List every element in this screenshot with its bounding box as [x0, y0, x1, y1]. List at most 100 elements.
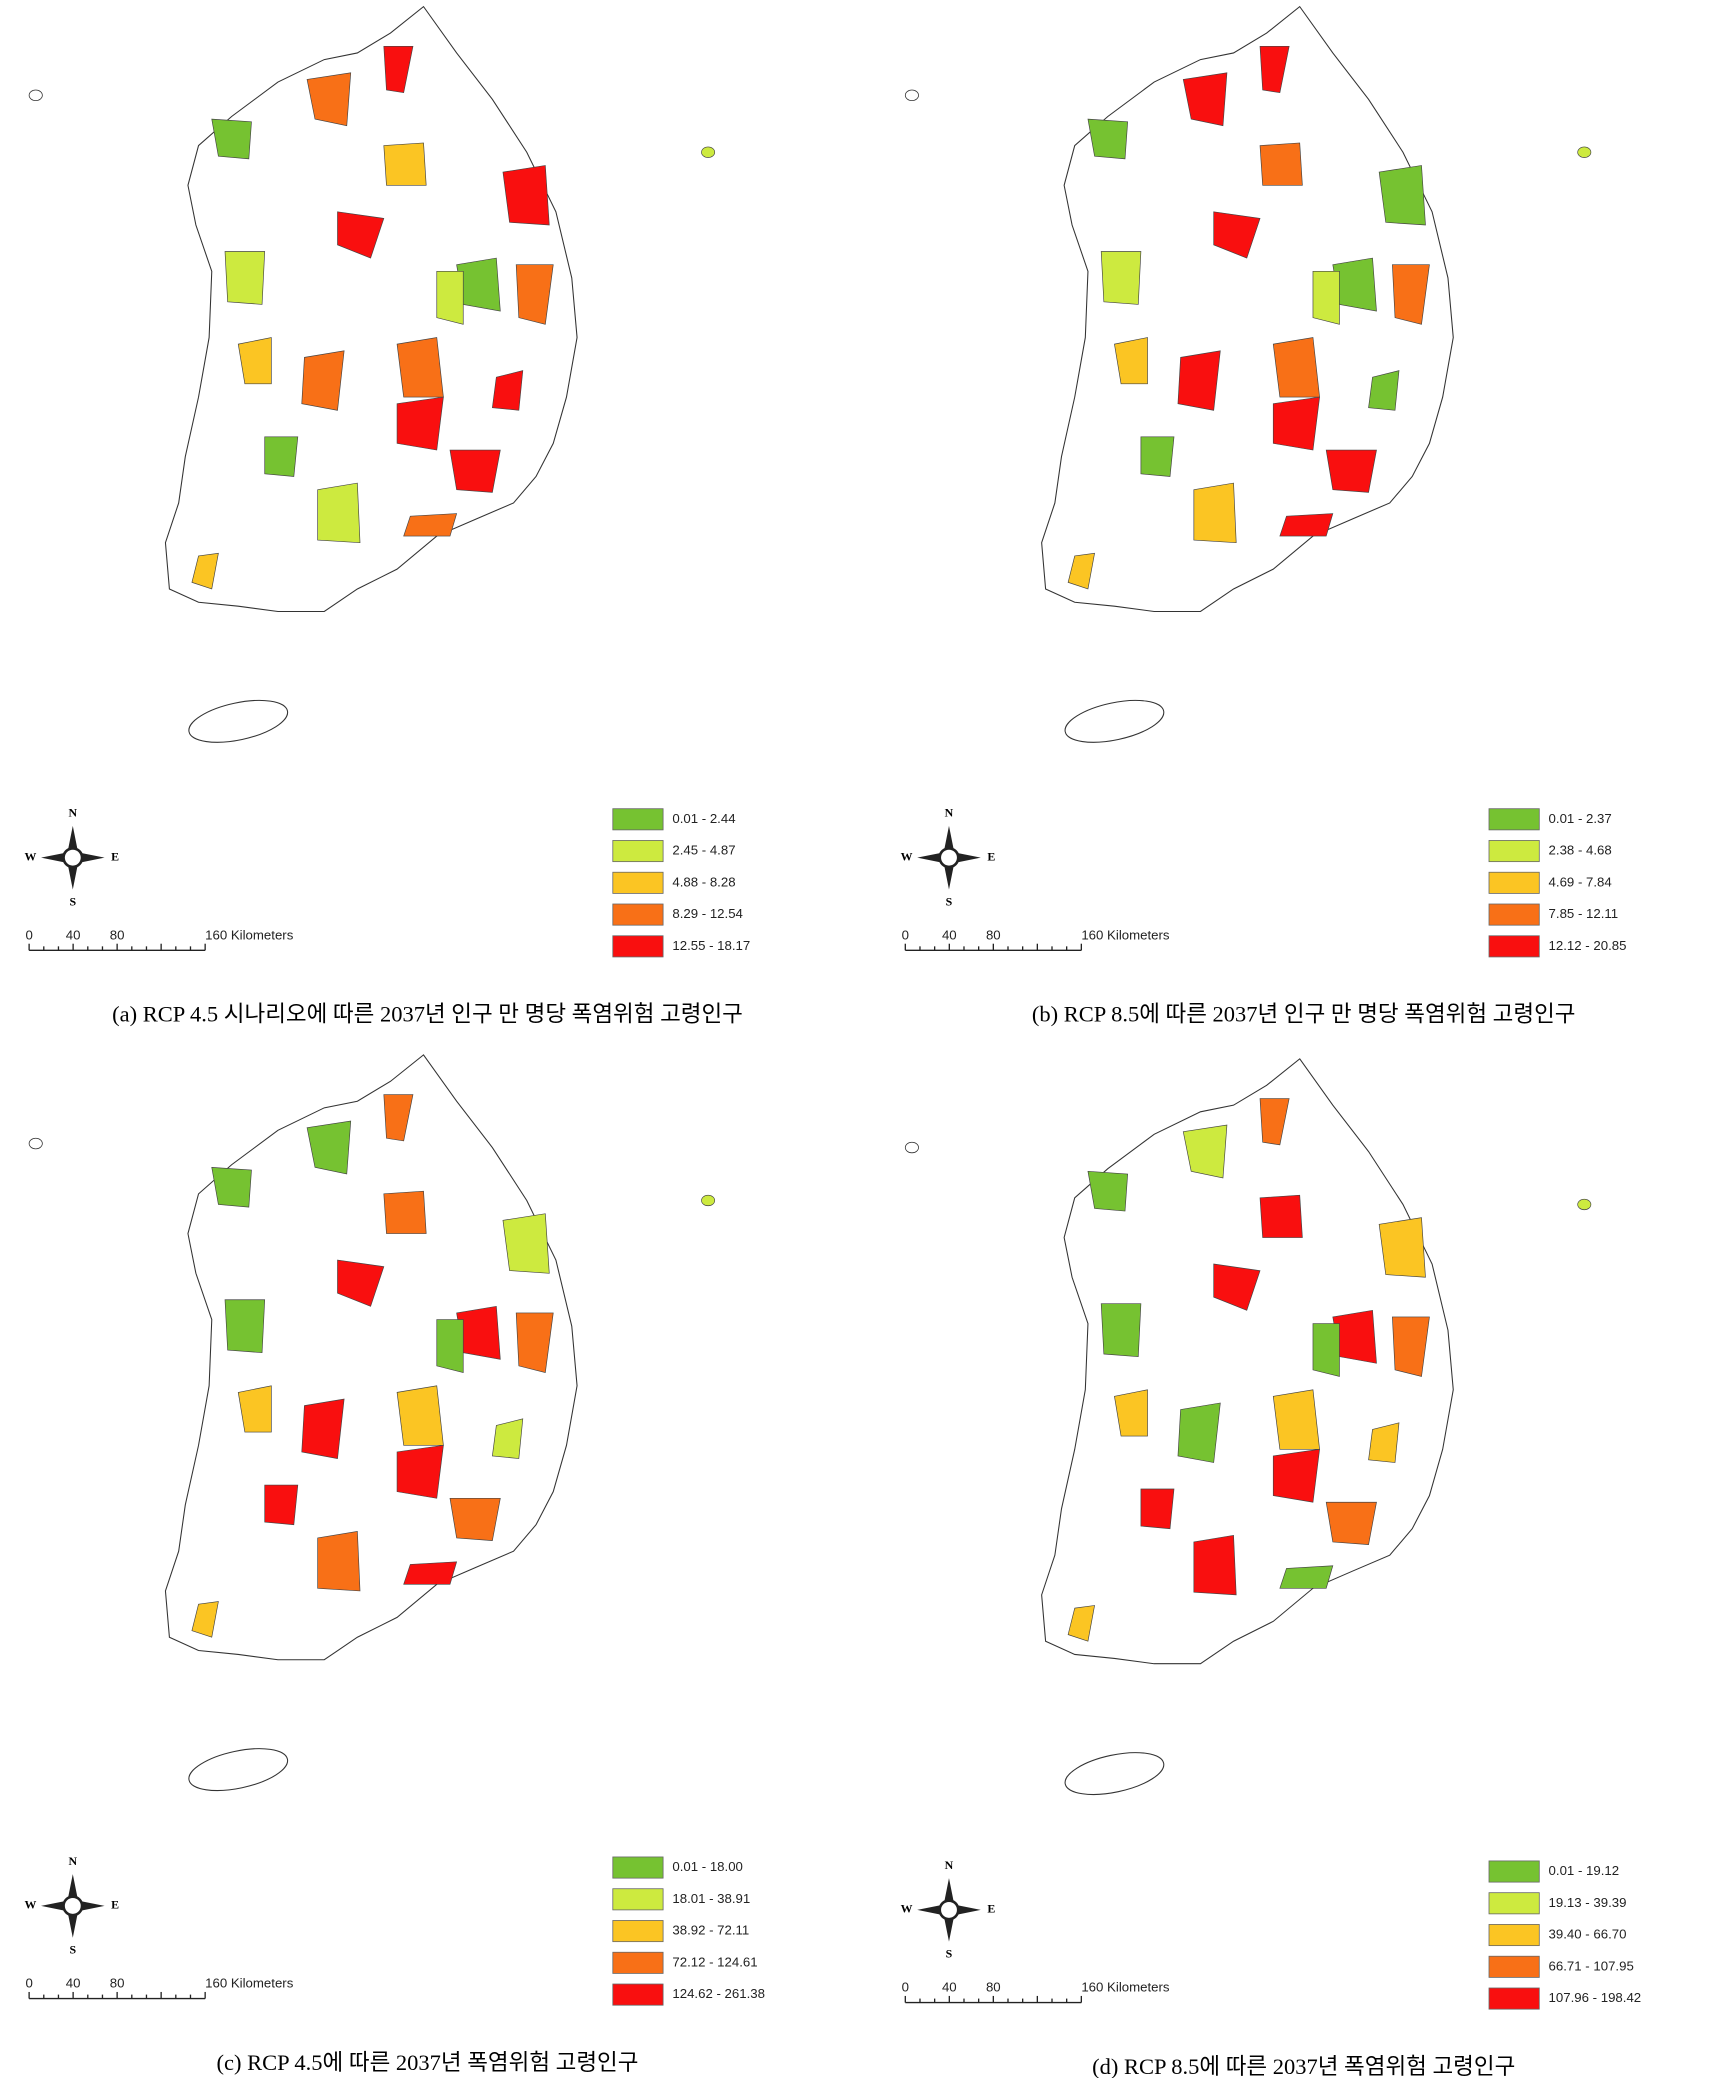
caption: (d) RCP 8.5에 따른 2037년 폭염위험 고령인구 [1092, 2054, 1515, 2078]
region [403, 1561, 458, 1585]
panel: N S W E 0 40 80 160 Kilometers 0.01 - 19.12 19.13… [901, 1058, 1642, 2078]
legend-swatch [1488, 1892, 1540, 1915]
region [436, 1319, 464, 1373]
region [301, 1398, 345, 1459]
region [1259, 142, 1303, 186]
region [1213, 211, 1261, 259]
compass-s: S [946, 894, 953, 908]
scale-label: 80 [986, 1979, 1001, 1994]
region [1279, 1565, 1334, 1589]
region [1140, 1488, 1175, 1530]
region [1312, 271, 1340, 325]
compass-center [938, 1899, 960, 1921]
compass-center [938, 847, 960, 869]
region [383, 1190, 427, 1234]
legend-swatch [1488, 1860, 1540, 1883]
legend-swatch [1488, 903, 1540, 926]
island [28, 1137, 43, 1150]
ulleungdo [1577, 1198, 1592, 1211]
jeju [188, 1748, 289, 1792]
jeju [1064, 699, 1165, 743]
region [1378, 1217, 1426, 1278]
region [191, 1601, 219, 1638]
scale-label: 80 [110, 927, 125, 942]
scale-label: 80 [986, 927, 1001, 942]
mainland [1041, 1058, 1454, 1665]
region [317, 1530, 361, 1592]
scale-label: 40 [942, 927, 957, 942]
compass-s: S [946, 1947, 953, 1961]
region [1392, 1316, 1430, 1377]
region [383, 46, 414, 94]
legend-label: 107.96 - 198.42 [1549, 1990, 1642, 2005]
panel: N S W E 0 40 80 160 Kilometers 0.01 - 2.37 2.38 -… [901, 5, 1626, 1027]
legend-label: 66.71 - 107.95 [1549, 1958, 1634, 1973]
jeju [188, 699, 289, 743]
scale-label: 80 [110, 1976, 125, 1991]
scale-label: 40 [942, 1979, 957, 1994]
legend-label: 8.29 - 12.54 [672, 906, 743, 921]
region [1272, 337, 1320, 398]
legend-label: 38.92 - 72.11 [672, 1923, 749, 1938]
legend-swatch [1488, 935, 1540, 958]
legend-label: 19.13 - 39.39 [1549, 1895, 1627, 1910]
region [396, 1444, 444, 1499]
region [301, 350, 345, 411]
compass-e: E [111, 849, 119, 863]
ulleungdo [701, 1194, 716, 1207]
caption: (a) RCP 4.5 시나리오에 따른 2037년 인구 만 명당 폭염위험 … [112, 1002, 743, 1027]
region [1272, 1389, 1320, 1450]
legend-label: 0.01 - 18.00 [672, 1859, 743, 1874]
region [396, 337, 444, 398]
scale-label: 0 [25, 927, 32, 942]
legend-label: 72.12 - 124.61 [672, 1954, 757, 1969]
legend-swatch [1488, 808, 1540, 831]
mainland [1041, 5, 1454, 613]
region [1259, 1098, 1290, 1146]
compass-e: E [987, 1902, 995, 1916]
legend-label: 0.01 - 2.44 [672, 811, 735, 826]
region [211, 118, 252, 160]
map [28, 1054, 716, 1792]
compass-center [62, 847, 84, 869]
region [237, 337, 272, 385]
compass-w: W [24, 1898, 36, 1912]
legend-label: 4.69 - 7.84 [1549, 874, 1612, 889]
jeju [1064, 1752, 1165, 1796]
region [1100, 251, 1142, 305]
region [306, 72, 352, 127]
region [515, 264, 554, 325]
compass-s: S [69, 1943, 76, 1957]
region [449, 1497, 501, 1541]
compass-n: N [945, 1858, 954, 1872]
legend-swatch [612, 871, 664, 894]
region [383, 142, 427, 186]
region [491, 1418, 524, 1459]
legend-label: 0.01 - 2.37 [1549, 811, 1612, 826]
region [1087, 1170, 1129, 1212]
caption: (b) RCP 8.5에 따른 2037년 인구 만 명당 폭염위험 고령인구 [1032, 1002, 1576, 1027]
panel: N S W E 0 40 80 160 Kilometers 0.01 - 18.00 18.01… [24, 1054, 765, 2075]
region [1272, 396, 1320, 451]
region [1193, 1534, 1237, 1596]
region [1368, 1422, 1400, 1463]
compass-e: E [987, 849, 995, 863]
compass-w: W [901, 1902, 913, 1916]
legend-swatch [612, 840, 664, 863]
region [1259, 46, 1290, 94]
legend-swatch [1488, 1924, 1540, 1947]
legend-swatch [1488, 840, 1540, 863]
region [1368, 370, 1400, 411]
legend-label: 7.85 - 12.11 [1549, 906, 1619, 921]
region [1114, 1389, 1148, 1437]
panel: N S W E 0 40 80 160 Kilometers 0.01 - 2.44 2.45 -… [24, 5, 750, 1027]
legend-swatch [612, 935, 664, 958]
region [502, 1213, 550, 1274]
region [264, 436, 299, 477]
compass-w: W [24, 849, 36, 863]
region [515, 1312, 554, 1373]
region [1177, 350, 1221, 411]
region [1140, 436, 1175, 477]
